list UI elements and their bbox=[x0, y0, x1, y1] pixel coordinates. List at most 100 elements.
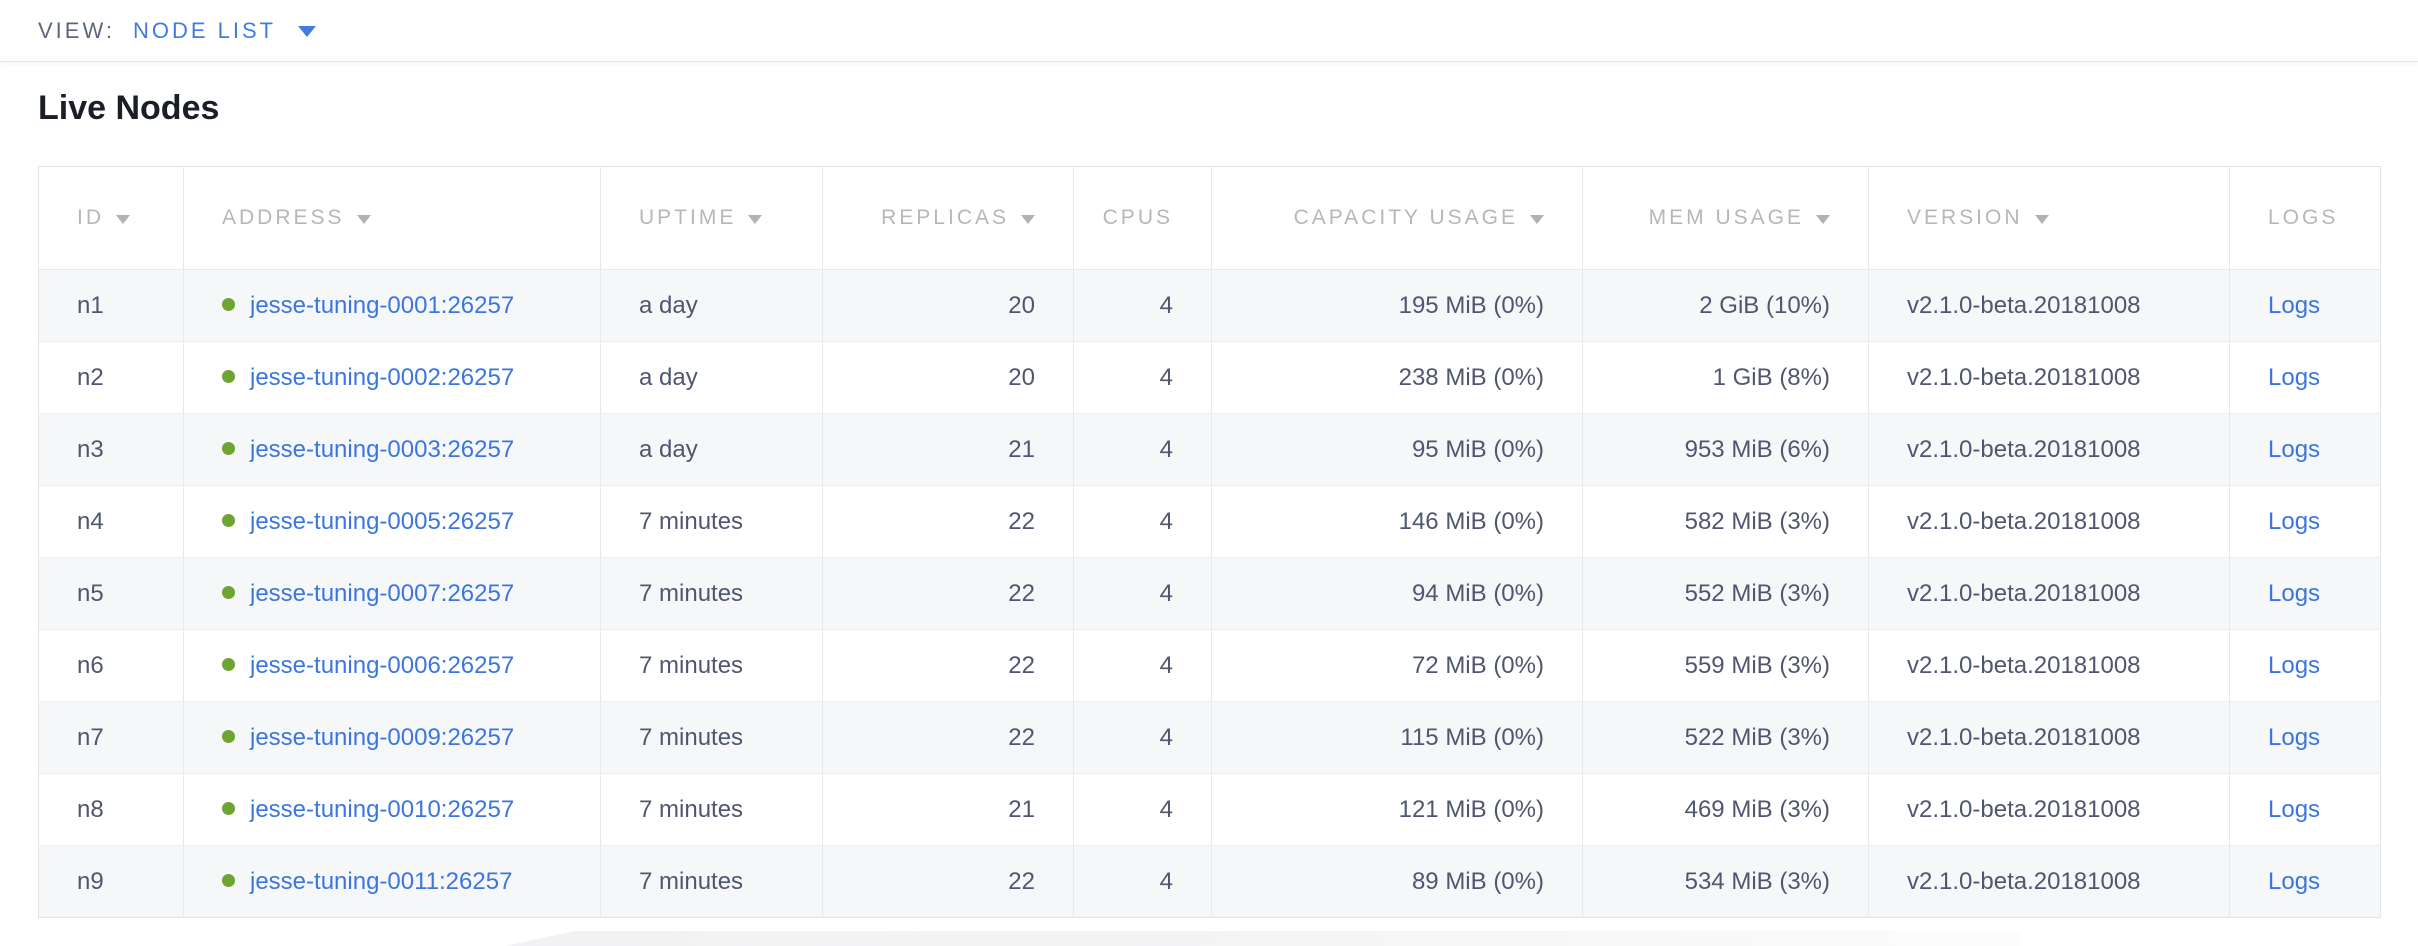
cell-mem: 534 MiB (3%) bbox=[1582, 845, 1869, 918]
node-live-status-icon bbox=[222, 441, 235, 455]
column-header-label: MEM USAGE bbox=[1648, 206, 1804, 229]
node-logs-link[interactable]: Logs bbox=[2268, 363, 2321, 391]
cell-logs: Logs bbox=[2230, 270, 2381, 342]
page-title: Live Nodes bbox=[38, 89, 220, 127]
cell-mem: 559 MiB (3%) bbox=[1582, 629, 1869, 702]
node-row-n8: n8 jesse-tuning-0010:26257 7 minutes 21 4 121… bbox=[38, 773, 2381, 846]
cell-mem: 522 MiB (3%) bbox=[1582, 701, 1869, 774]
cell-address: jesse-tuning-0001:26257 bbox=[183, 269, 601, 342]
cell-logs: Logs bbox=[2229, 701, 2381, 774]
cell-logs: Logs bbox=[2229, 629, 2381, 702]
node-logs-link[interactable]: Logs bbox=[2268, 579, 2321, 607]
cell-logs: Logs bbox=[2229, 341, 2381, 414]
node-live-status-icon bbox=[222, 657, 235, 671]
node-logs-link[interactable]: Logs bbox=[2268, 723, 2321, 751]
column-header-id[interactable]: ID bbox=[38, 166, 184, 270]
cell-replicas: 22 bbox=[822, 629, 1074, 702]
cell-version: v2.1.0-beta.20181008 bbox=[1868, 485, 2230, 558]
cell-id: n5 bbox=[38, 557, 184, 630]
node-address-link[interactable]: jesse-tuning-0006:26257 bbox=[250, 651, 515, 679]
column-header-replicas[interactable]: REPLICAS bbox=[822, 166, 1074, 270]
node-address-link[interactable]: jesse-tuning-0001:26257 bbox=[250, 291, 515, 319]
cell-cpus: 4 bbox=[1073, 485, 1212, 558]
cell-mem: 953 MiB (6%) bbox=[1582, 413, 1869, 486]
table-header-row: ID ADDRESS UPTIME REPLICAS CPUS CAPACITY USAG… bbox=[38, 166, 2381, 270]
node-live-status-icon bbox=[222, 369, 235, 383]
node-logs-link[interactable]: Logs bbox=[2268, 291, 2321, 319]
node-logs-link[interactable]: Logs bbox=[2268, 435, 2321, 463]
column-header-address[interactable]: ADDRESS bbox=[183, 166, 601, 270]
node-address-link[interactable]: jesse-tuning-0010:26257 bbox=[250, 795, 515, 823]
node-address-link[interactable]: jesse-tuning-0009:26257 bbox=[250, 723, 515, 751]
cell-cpus: 4 bbox=[1073, 269, 1212, 342]
cell-capacity: 238 MiB (0%) bbox=[1211, 341, 1583, 414]
cell-capacity: 195 MiB (0%) bbox=[1211, 269, 1583, 342]
column-header-label: ID bbox=[77, 206, 104, 229]
cell-uptime: a day bbox=[600, 269, 823, 342]
cell-logs: Logs bbox=[2229, 845, 2381, 918]
node-live-status-icon bbox=[222, 729, 235, 743]
sort-desc-caret-icon bbox=[1021, 215, 1035, 224]
node-address-link[interactable]: jesse-tuning-0003:26257 bbox=[250, 435, 515, 463]
column-header-mem[interactable]: MEM USAGE bbox=[1582, 166, 1869, 270]
column-header-uptime[interactable]: UPTIME bbox=[600, 166, 823, 270]
cell-replicas: 21 bbox=[822, 413, 1074, 486]
cell-cpus: 4 bbox=[1073, 629, 1212, 702]
cell-replicas: 20 bbox=[822, 269, 1074, 342]
cell-replicas: 22 bbox=[822, 557, 1074, 630]
cell-replicas: 22 bbox=[822, 485, 1074, 558]
column-header-version[interactable]: VERSION bbox=[1868, 166, 2230, 270]
cell-mem: 469 MiB (3%) bbox=[1582, 773, 1869, 846]
cell-address: jesse-tuning-0002:26257 bbox=[183, 341, 601, 414]
node-address-link[interactable]: jesse-tuning-0007:26257 bbox=[250, 579, 515, 607]
node-address-link[interactable]: jesse-tuning-0005:26257 bbox=[250, 507, 515, 535]
cell-logs: Logs bbox=[2229, 485, 2381, 558]
cell-version: v2.1.0-beta.20181008 bbox=[1868, 773, 2230, 846]
cell-replicas: 20 bbox=[822, 341, 1074, 414]
node-logs-link[interactable]: Logs bbox=[2268, 651, 2321, 679]
node-row-n4: n4 jesse-tuning-0005:26257 7 minutes 22 4 146… bbox=[38, 485, 2381, 558]
cell-logs: Logs bbox=[2229, 773, 2381, 846]
cell-version: v2.1.0-beta.20181008 bbox=[1868, 845, 2230, 918]
cell-version: v2.1.0-beta.20181008 bbox=[1868, 341, 2230, 414]
node-row-n3: n3 jesse-tuning-0003:26257 a day 21 4 95 MiB … bbox=[38, 413, 2381, 486]
view-selector[interactable]: NODE LIST bbox=[132, 17, 317, 44]
cell-capacity: 89 MiB (0%) bbox=[1211, 845, 1583, 918]
cell-version: v2.1.0-beta.20181008 bbox=[1868, 701, 2230, 774]
cell-mem: 552 MiB (3%) bbox=[1582, 557, 1869, 630]
column-header-label: REPLICAS bbox=[881, 206, 1009, 229]
cell-uptime: 7 minutes bbox=[600, 557, 823, 630]
node-row-n5: n5 jesse-tuning-0007:26257 7 minutes 22 4 94 … bbox=[38, 557, 2381, 630]
node-logs-link[interactable]: Logs bbox=[2268, 507, 2321, 535]
cell-capacity: 72 MiB (0%) bbox=[1211, 629, 1583, 702]
node-live-status-icon bbox=[222, 801, 235, 815]
node-logs-link[interactable]: Logs bbox=[2268, 795, 2321, 823]
cell-capacity: 115 MiB (0%) bbox=[1211, 701, 1583, 774]
view-selected-value: NODE LIST bbox=[132, 17, 277, 43]
node-row-n7: n7 jesse-tuning-0009:26257 7 minutes 22 4 115… bbox=[38, 701, 2381, 774]
cell-logs: Logs bbox=[2229, 413, 2381, 486]
node-row-n1: n1 jesse-tuning-0001:26257 a day 20 4 195 MiB… bbox=[38, 269, 2381, 342]
cell-cpus: 4 bbox=[1073, 773, 1212, 846]
node-logs-link[interactable]: Logs bbox=[2268, 867, 2321, 895]
cell-cpus: 4 bbox=[1073, 845, 1212, 918]
cell-uptime: a day bbox=[600, 413, 823, 486]
cell-address: jesse-tuning-0010:26257 bbox=[183, 773, 601, 846]
cell-address: jesse-tuning-0005:26257 bbox=[183, 485, 601, 558]
cell-capacity: 94 MiB (0%) bbox=[1211, 557, 1583, 630]
column-header-label: LOGS bbox=[2268, 206, 2339, 229]
cell-id: n9 bbox=[38, 845, 184, 918]
column-header-label: CPUS bbox=[1102, 206, 1173, 229]
node-row-n6: n6 jesse-tuning-0006:26257 7 minutes 22 4 72 … bbox=[38, 629, 2381, 702]
node-address-link[interactable]: jesse-tuning-0002:26257 bbox=[250, 363, 515, 391]
cell-id: n6 bbox=[38, 629, 184, 702]
node-address-link[interactable]: jesse-tuning-0011:26257 bbox=[250, 867, 513, 895]
column-header-capacity[interactable]: CAPACITY USAGE bbox=[1211, 166, 1583, 270]
column-header-label: ADDRESS bbox=[222, 206, 345, 229]
cell-cpus: 4 bbox=[1073, 413, 1212, 486]
cell-id: n3 bbox=[38, 413, 184, 486]
sort-desc-caret-icon bbox=[2034, 215, 2049, 224]
cell-capacity: 146 MiB (0%) bbox=[1211, 485, 1583, 558]
column-header-logs: LOGS bbox=[2229, 166, 2381, 270]
next-section-edge bbox=[505, 931, 2020, 946]
